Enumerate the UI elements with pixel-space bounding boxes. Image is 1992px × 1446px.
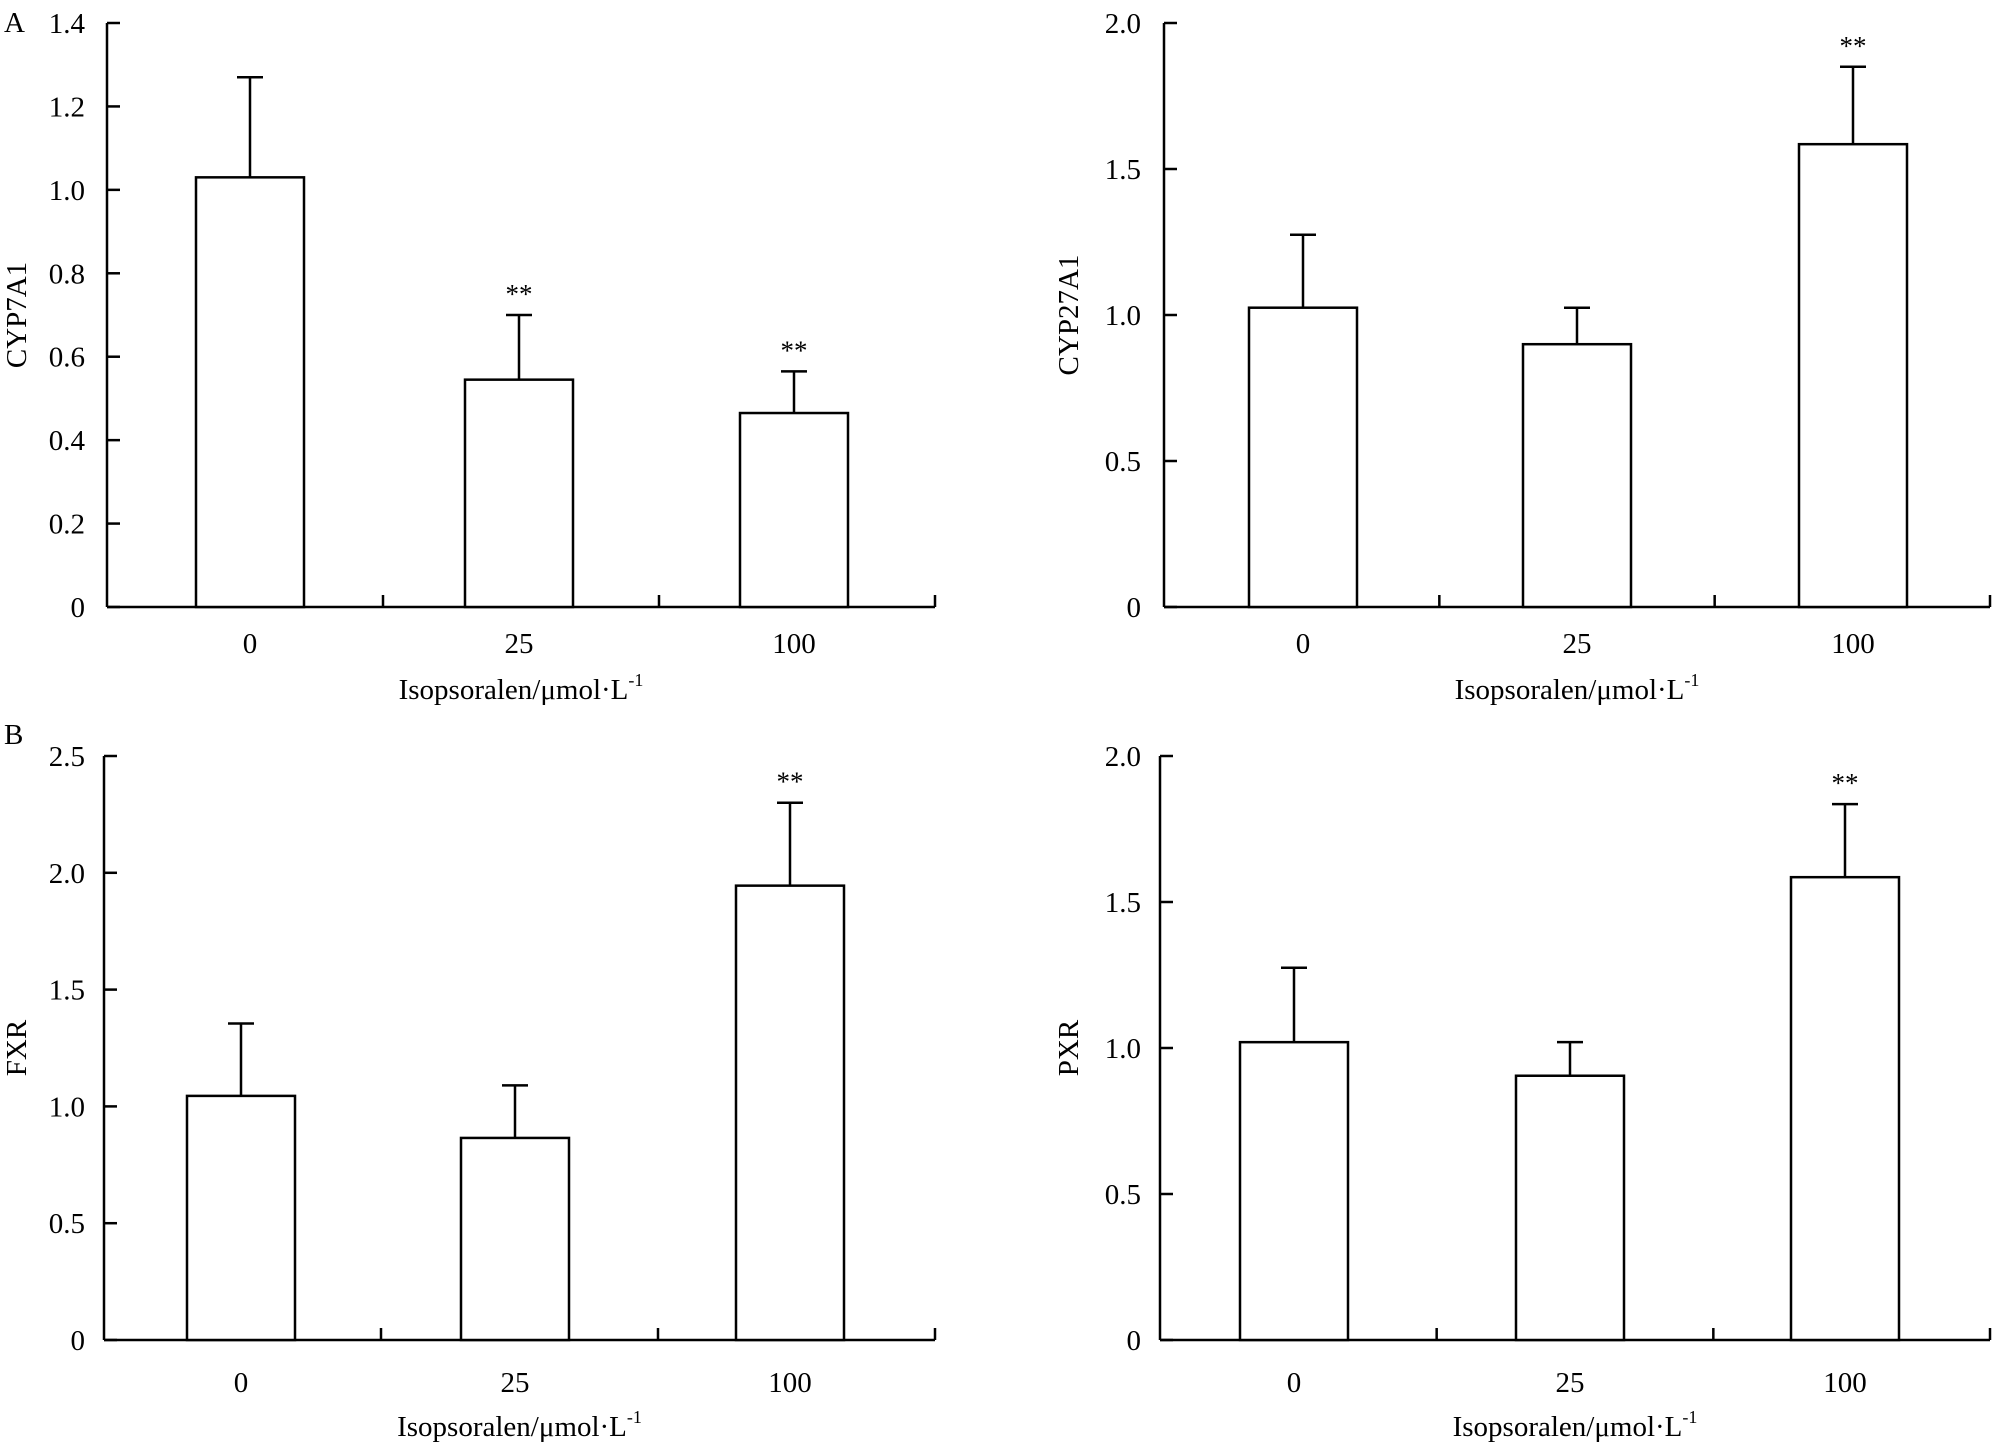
x-axis-title: Isopsoralen/μmol·L-1 (399, 670, 644, 706)
bar (734, 884, 846, 1342)
x-tick-label: 100 (772, 628, 816, 660)
bar (463, 378, 575, 609)
significance-marker: ** (777, 767, 804, 797)
x-tick-label: 0 (1296, 628, 1311, 660)
x-tick-label: 0 (243, 628, 258, 660)
bar (194, 176, 306, 609)
chart-pxr: 0 0.5 1.0 1.5 2.0 0 25 ** 100 Isopsoralen/μmol·L-… (1053, 741, 1992, 1443)
x-tick-label: 25 (505, 628, 534, 660)
x-tick-label: 100 (1831, 628, 1875, 660)
x-axis-title: Isopsoralen/μmol·L-1 (397, 1407, 642, 1443)
significance-marker: ** (1840, 31, 1867, 61)
panel-letter-b: B (4, 719, 23, 751)
bar (1238, 1040, 1350, 1342)
y-tick-label: 0 (1127, 592, 1142, 624)
y-tick-label: 1.5 (1105, 887, 1141, 919)
y-tick-label: 0.4 (49, 425, 86, 457)
y-tick-label: 2.0 (49, 858, 85, 890)
panel-letter-a: A (4, 7, 25, 39)
bar (1789, 875, 1901, 1342)
chart-cyp27a1: 0 0.5 1.0 1.5 2.0 0 25 ** 100 Isopsoralen/μmol·L-… (1053, 8, 1992, 706)
bar (185, 1094, 297, 1342)
y-tick-label: 0 (71, 1325, 86, 1357)
y-tick-label: 0 (71, 592, 86, 624)
y-tick-label: 1.0 (49, 1091, 85, 1123)
x-tick-label: 100 (768, 1367, 812, 1399)
y-tick-label: 0.5 (1105, 446, 1141, 478)
y-axis-title: CYP27A1 (1053, 255, 1085, 376)
bar (1521, 342, 1633, 609)
y-tick-label: 1.5 (49, 975, 85, 1007)
x-axis-title-text: Isopsoralen/μmol·L (399, 674, 629, 706)
y-axis-title: CYP7A1 (1, 262, 33, 368)
y-axis-title: FXR (1, 1019, 33, 1076)
x-tick-label: 0 (1287, 1367, 1302, 1399)
y-tick-label: 0.5 (49, 1208, 85, 1240)
bar (1247, 306, 1359, 609)
x-tick-label: 25 (501, 1367, 530, 1399)
y-tick-label: 2.5 (49, 741, 85, 773)
x-axis-title-superscript: -1 (1684, 670, 1699, 690)
y-tick-label: 0.5 (1105, 1179, 1141, 1211)
x-axis-title-text: Isopsoralen/μmol·L (397, 1411, 627, 1443)
chart-cyp7a1: 0 0.2 0.4 0.6 0.8 1.0 1.2 1.4 0 ** 25 ** 100 Isopsora… (1, 8, 937, 706)
x-axis-title: Isopsoralen/μmol·L-1 (1455, 670, 1700, 706)
y-tick-label: 1.0 (49, 175, 85, 207)
y-tick-label: 0.6 (49, 342, 85, 374)
x-tick-label: 25 (1556, 1367, 1585, 1399)
x-tick-label: 25 (1563, 628, 1592, 660)
x-axis-title-superscript: -1 (627, 1407, 642, 1427)
y-tick-label: 0.8 (49, 258, 85, 290)
y-tick-label: 1.4 (49, 8, 86, 40)
y-tick-label: 2.0 (1105, 741, 1141, 773)
y-tick-label: 0 (1127, 1325, 1142, 1357)
x-axis-title: Isopsoralen/μmol·L-1 (1453, 1407, 1698, 1443)
y-tick-label: 1.0 (1105, 300, 1141, 332)
y-tick-label: 0.2 (49, 509, 85, 541)
chart-fxr: 0 0.5 1.0 1.5 2.0 2.5 0 25 ** 100 Isopsoralen/μmol… (1, 741, 937, 1443)
significance-marker: ** (506, 279, 533, 309)
y-tick-label: 2.0 (1105, 8, 1141, 40)
significance-marker: ** (1832, 768, 1859, 798)
x-tick-label: 100 (1823, 1367, 1867, 1399)
bar (1514, 1074, 1626, 1342)
x-axis-title-text: Isopsoralen/μmol·L (1453, 1411, 1683, 1443)
y-tick-label: 1.2 (49, 91, 85, 123)
bar (459, 1136, 571, 1342)
significance-marker: ** (781, 335, 808, 365)
y-tick-label: 1.0 (1105, 1033, 1141, 1065)
bar (1797, 142, 1909, 609)
x-axis-title-text: Isopsoralen/μmol·L (1455, 674, 1685, 706)
bar (738, 411, 850, 609)
x-axis-title-superscript: -1 (1682, 1407, 1697, 1427)
x-axis-title-superscript: -1 (628, 670, 643, 690)
x-tick-label: 0 (234, 1367, 249, 1399)
y-tick-label: 1.5 (1105, 154, 1141, 186)
y-axis-title: PXR (1053, 1019, 1085, 1076)
